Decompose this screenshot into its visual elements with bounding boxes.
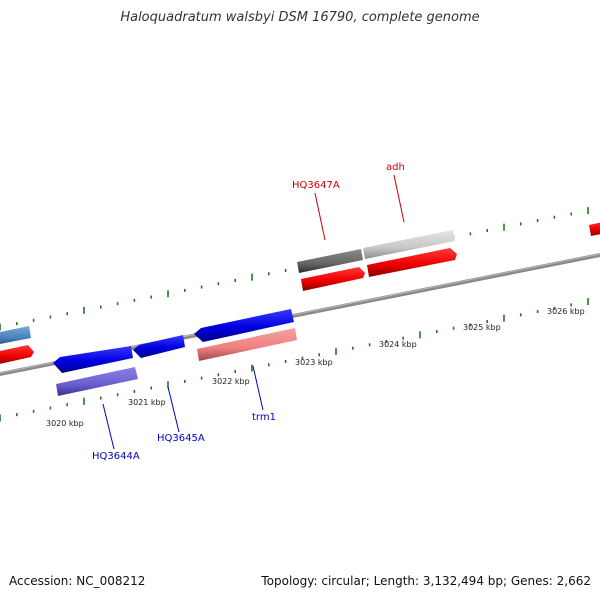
gene-hq3644a-purple[interactable] — [56, 367, 138, 396]
gene-label-adh: adh — [386, 162, 405, 173]
gene-hq3647a[interactable] — [301, 267, 365, 291]
leader-trm1 — [252, 365, 264, 411]
leader-hq3645a — [167, 386, 180, 433]
gene-label-trm1: trm1 — [252, 412, 276, 423]
leader-hq3647a — [314, 192, 326, 241]
gene-adh[interactable] — [367, 248, 457, 277]
ruler-label-3026: 3026 kbp — [547, 307, 585, 316]
gene-left-edge-steel[interactable] — [0, 326, 31, 345]
ruler-label-3024: 3024 kbp — [379, 340, 417, 349]
gene-right-edge[interactable] — [589, 220, 600, 236]
gene-label-hq3644a: HQ3644A — [92, 451, 140, 462]
gene-hq3645a[interactable] — [133, 335, 185, 358]
ruler-label-3020: 3020 kbp — [46, 419, 84, 428]
accession-text: Accession: NC_008212 — [9, 574, 146, 588]
ruler-label-3022: 3022 kbp — [212, 377, 250, 386]
gene-hq3644a[interactable] — [53, 346, 133, 373]
ruler-label-3021: 3021 kbp — [128, 398, 166, 407]
lower-tick-row — [0, 298, 589, 422]
topology-summary: Topology: circular; Length: 3,132,494 bp… — [261, 574, 591, 588]
gene-adh-light[interactable] — [363, 230, 455, 259]
leader-hq3644a — [102, 403, 115, 450]
gene-trm1-pink[interactable] — [197, 328, 297, 361]
ruler-label-3025: 3025 kbp — [463, 323, 501, 332]
ruler-label-3023: 3023 kbp — [295, 358, 333, 367]
ruler-labels: 3020 kbp 3021 kbp 3022 kbp 3023 kbp 3024… — [46, 307, 585, 428]
gene-label-hq3645a: HQ3645A — [157, 433, 205, 444]
gene-label-hq3647a: HQ3647A — [292, 180, 340, 191]
gene-left-edge-red[interactable] — [0, 345, 34, 365]
leader-adh — [393, 174, 405, 223]
gene-hq3647a-dark[interactable] — [297, 249, 363, 273]
gene-trm1[interactable] — [194, 309, 294, 342]
map-title: Haloquadratum walsbyi DSM 16790, complet… — [120, 10, 480, 25]
